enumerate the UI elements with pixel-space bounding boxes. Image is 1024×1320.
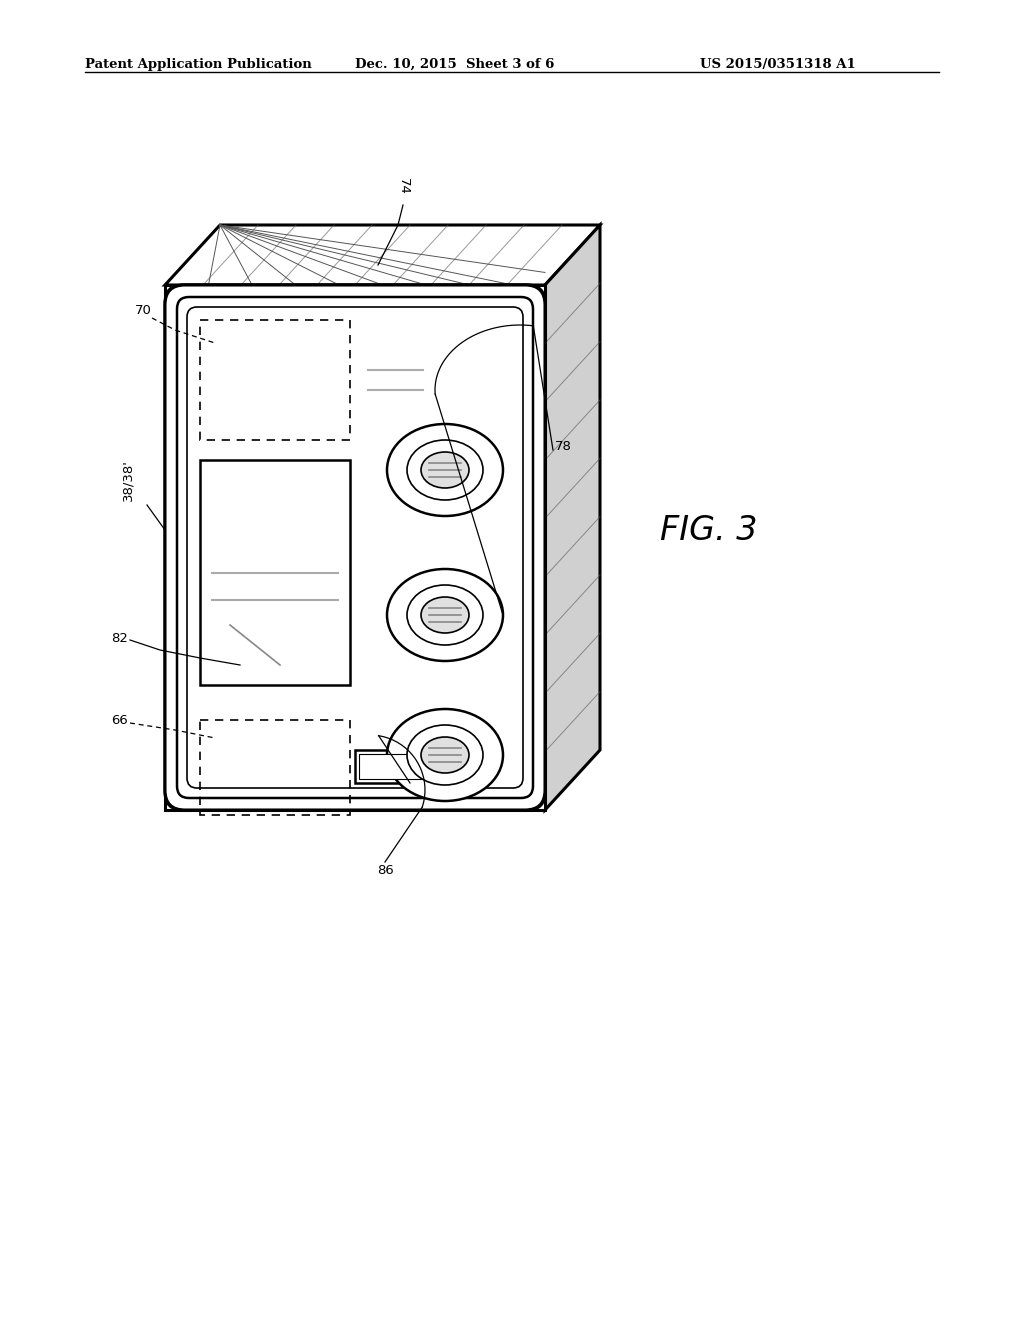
Polygon shape [200, 459, 350, 685]
Ellipse shape [421, 451, 469, 488]
Polygon shape [165, 285, 545, 810]
FancyBboxPatch shape [165, 285, 545, 810]
Text: 82: 82 [112, 631, 128, 644]
Ellipse shape [421, 597, 469, 634]
Text: FIG. 3: FIG. 3 [660, 513, 758, 546]
Ellipse shape [387, 709, 503, 801]
Polygon shape [355, 750, 465, 783]
Text: 74: 74 [396, 178, 410, 195]
Polygon shape [545, 224, 600, 810]
FancyBboxPatch shape [165, 285, 545, 810]
Text: 38/38': 38/38' [122, 459, 134, 500]
Text: 66: 66 [112, 714, 128, 726]
Text: Dec. 10, 2015  Sheet 3 of 6: Dec. 10, 2015 Sheet 3 of 6 [355, 58, 554, 71]
Ellipse shape [387, 569, 503, 661]
Polygon shape [165, 224, 600, 285]
Ellipse shape [407, 440, 483, 500]
FancyBboxPatch shape [177, 297, 534, 799]
Text: 78: 78 [555, 441, 571, 454]
Text: 70: 70 [135, 304, 152, 317]
Text: US 2015/0351318 A1: US 2015/0351318 A1 [700, 58, 856, 71]
FancyBboxPatch shape [187, 308, 523, 788]
Text: Patent Application Publication: Patent Application Publication [85, 58, 311, 71]
Polygon shape [359, 754, 461, 779]
Ellipse shape [407, 585, 483, 645]
Ellipse shape [421, 737, 469, 774]
Ellipse shape [387, 424, 503, 516]
Text: 86: 86 [377, 863, 393, 876]
Ellipse shape [407, 725, 483, 785]
